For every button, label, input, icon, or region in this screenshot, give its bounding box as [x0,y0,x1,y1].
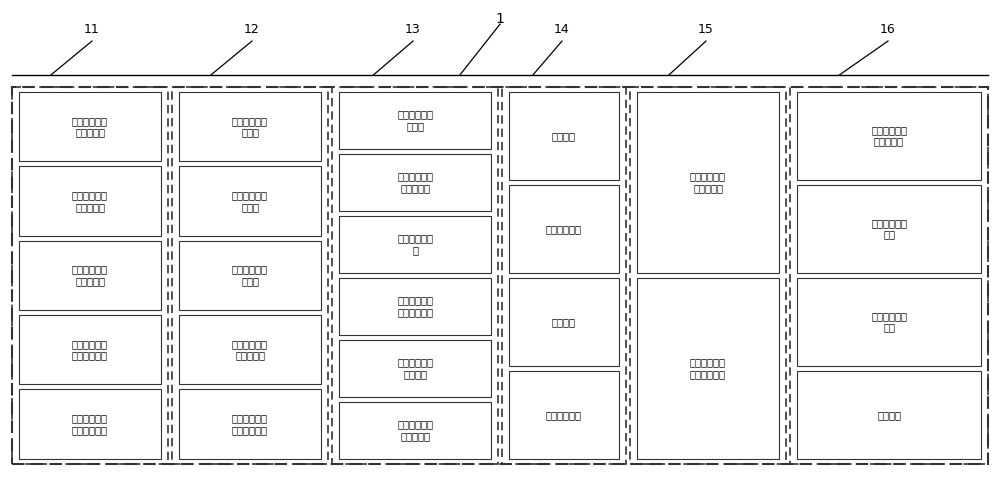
Bar [637,92,779,273]
Text: 磁轴承各通道
位移值显示: 磁轴承各通道 位移值显示 [72,116,108,137]
Bar [339,278,491,335]
Text: 高速电机电流
值显示: 高速电机电流 值显示 [232,265,268,286]
Text: 磁轴承定子温
度显示与报警: 磁轴承定子温 度显示与报警 [72,339,108,360]
Text: 16: 16 [880,23,896,36]
Text: 降螺驱动功耗
显示: 降螺驱动功耗 显示 [871,311,907,333]
Text: 工作环境温度
显示与报警: 工作环境温度 显示与报警 [690,171,726,193]
Bar [339,92,491,149]
Text: 锁紧状态显示: 锁紧状态显示 [546,224,582,234]
Text: 框架角位置控
制控制: 框架角位置控 制控制 [397,110,433,131]
Text: 高速电机各参
数查询与修改: 高速电机各参 数查询与修改 [232,413,268,435]
Text: 磁轴承各通道
电流值显示: 磁轴承各通道 电流值显示 [72,190,108,212]
Bar [179,389,321,459]
Text: 解锁状态显示: 解锁状态显示 [546,410,582,420]
Text: 磁轴承控制参
数查询与修改: 磁轴承控制参 数查询与修改 [72,413,108,435]
Text: 框架角位置、
角速度显示: 框架角位置、 角速度显示 [397,171,433,193]
Bar [19,389,161,459]
Text: 磁轴承章动值
显示与报警: 磁轴承章动值 显示与报警 [72,265,108,286]
Text: 14: 14 [554,23,570,36]
Bar [797,185,981,273]
Bar [630,87,786,464]
Text: 框架控制参数
查询与修改: 框架控制参数 查询与修改 [397,419,433,441]
Bar [797,92,981,180]
Bar [12,87,168,464]
Bar [179,315,321,384]
Bar [172,87,328,464]
Bar [332,87,498,464]
Bar [509,278,619,366]
Bar [179,241,321,310]
Text: 整机复位: 整机复位 [877,410,901,420]
Bar [797,371,981,459]
Text: 15: 15 [698,23,714,36]
Bar [637,278,779,459]
Text: 锁紧控制: 锁紧控制 [552,131,576,141]
Bar [12,87,988,464]
Text: 高速电机温度
显示与报警: 高速电机温度 显示与报警 [232,339,268,360]
Bar [339,154,491,211]
Bar [339,402,491,459]
Bar [179,92,321,161]
Text: 工作环境真空
度显示与报警: 工作环境真空 度显示与报警 [690,357,726,379]
Bar [509,92,619,180]
Bar [339,340,491,397]
Bar [179,166,321,236]
Text: 降螺工作状态
设置与显示: 降螺工作状态 设置与显示 [871,125,907,147]
Bar [790,87,988,464]
Text: 降螺输出力矩
显示: 降螺输出力矩 显示 [871,218,907,240]
Bar [19,241,161,310]
Text: 框架电流值显
示: 框架电流值显 示 [397,233,433,255]
Text: 13: 13 [405,23,421,36]
Text: 框架转速精度
及稳定度显示: 框架转速精度 及稳定度显示 [397,296,433,317]
Bar [19,166,161,236]
Text: 解锁控制: 解锁控制 [552,317,576,327]
Text: 高速电机速率
值显示: 高速电机速率 值显示 [232,190,268,212]
Text: 12: 12 [244,23,260,36]
Text: 框架带宽测试
界面显示: 框架带宽测试 界面显示 [397,357,433,379]
Bar [502,87,626,464]
Text: 11: 11 [84,23,100,36]
Bar [19,92,161,161]
Bar [509,185,619,273]
Bar [339,216,491,273]
Bar [509,371,619,459]
Text: 1: 1 [496,12,504,26]
Text: 高速电机速率
值控制: 高速电机速率 值控制 [232,116,268,137]
Bar [19,315,161,384]
Bar [797,278,981,366]
